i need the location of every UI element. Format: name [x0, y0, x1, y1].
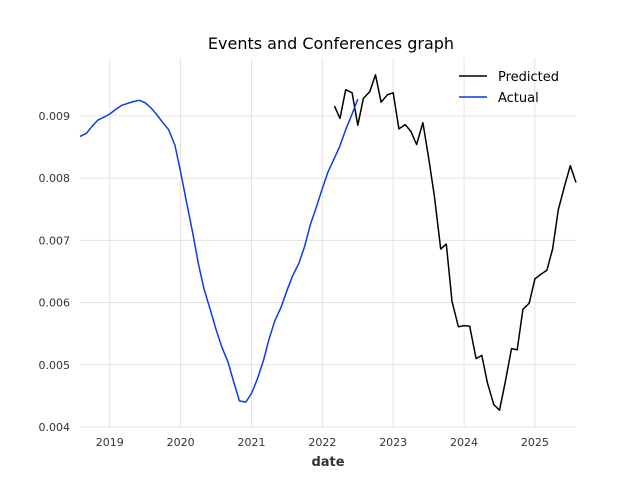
y-tick-label: 0.009	[39, 110, 71, 123]
y-tick-label: 0.005	[39, 359, 71, 372]
legend-label-actual: Actual	[498, 91, 539, 106]
x-tick-label: 2025	[521, 436, 549, 449]
series-line-actual	[79, 98, 359, 403]
legend-label-predicted: Predicted	[498, 70, 559, 85]
y-tick-label: 0.008	[39, 172, 71, 185]
y-tick-label: 0.007	[39, 234, 71, 247]
y-tick-label: 0.004	[39, 421, 71, 434]
y-tick-label: 0.006	[39, 297, 71, 310]
x-tick-label: 2022	[308, 436, 336, 449]
series-layer	[79, 74, 577, 411]
x-tick-label: 2019	[96, 436, 124, 449]
x-tick-label: 2024	[450, 436, 478, 449]
series-line-predicted	[333, 74, 577, 411]
chart-title: Events and Conferences graph	[208, 34, 454, 53]
x-tick-label: 2021	[237, 436, 265, 449]
grid-layer	[80, 58, 576, 428]
x-tick-label: 2023	[379, 436, 407, 449]
legend: Predicted Actual	[459, 70, 559, 106]
x-tick-label: 2020	[167, 436, 195, 449]
x-axis-label: date	[311, 455, 344, 470]
tick-layer: 2019 2020 2021 2022 2023 2024 2025 0.004 0.005 0.…	[39, 110, 549, 449]
